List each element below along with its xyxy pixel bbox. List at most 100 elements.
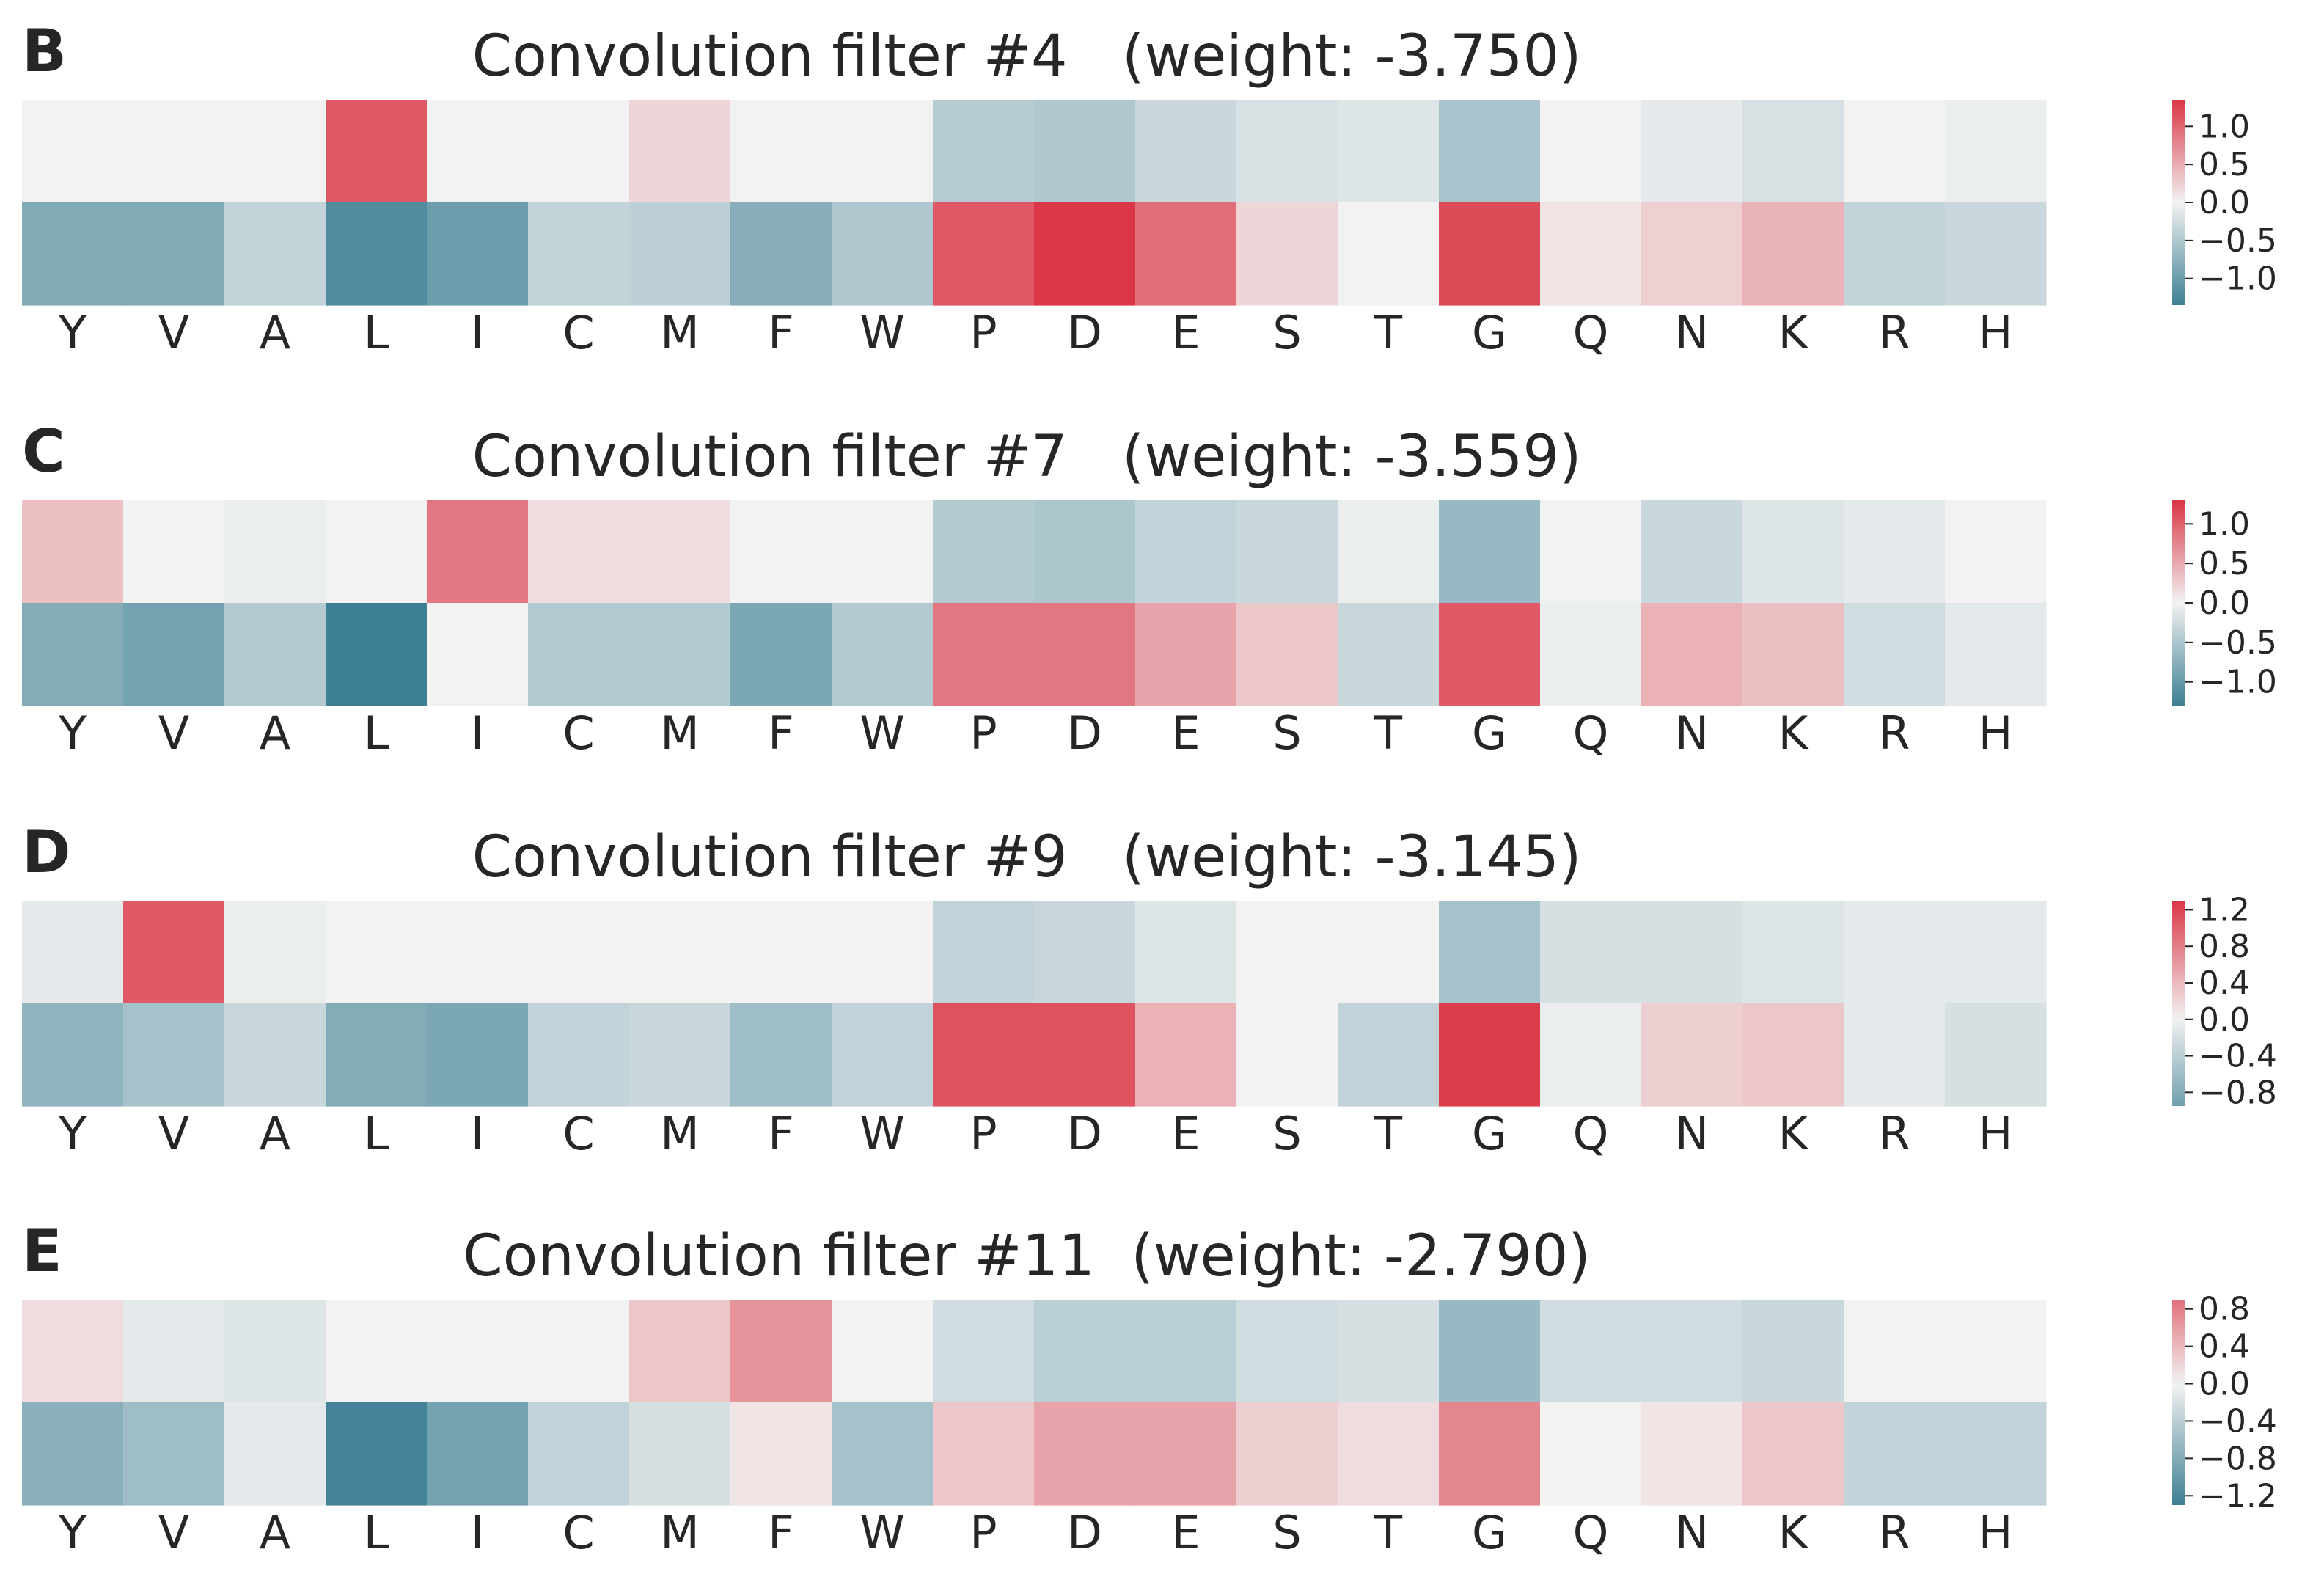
x-tick-label: R [1878,706,1910,760]
x-tick-label: P [969,706,997,760]
colorbar-tick-label: 0.5 [2199,146,2250,183]
heatmap-cell [1135,202,1237,306]
heatmap-cell [1641,100,1743,203]
heatmap-cell [1742,500,1844,604]
heatmap-cell [1742,1300,1844,1403]
x-tick-label: E [1171,306,1200,359]
heatmap-cell [224,603,326,706]
heatmap-cell [1540,100,1642,203]
heatmap-cell [326,1003,428,1107]
x-tick-label: G [1472,1107,1507,1160]
heatmap-cell [22,603,124,706]
heatmap-cell [528,1300,630,1403]
x-tick-label: F [768,706,794,760]
colorbar-tick-label: 1.0 [2199,505,2250,543]
heatmap-cell [1742,1402,1844,1506]
heatmap-cell [1236,1003,1338,1107]
heatmap-cell [832,1300,934,1403]
heatmap-cell [1236,1300,1338,1403]
x-tick-label: K [1778,1506,1809,1559]
heatmap-cell [832,100,934,203]
heatmap-cell [629,1003,731,1107]
x-tick-label: R [1878,306,1910,359]
heatmap-cell [1034,1402,1136,1506]
heatmap-cell [1742,1003,1844,1107]
x-tick-label: I [471,706,484,760]
colorbar-tick-label: 1.2 [2199,891,2250,929]
heatmap-cell [427,1402,529,1506]
x-tick-label: E [1171,1107,1200,1160]
heatmap-cell [528,1003,630,1107]
heatmap-cell [730,1003,832,1107]
x-tick-label: F [768,1107,794,1160]
x-tick-label: R [1878,1506,1910,1559]
heatmap-cell [427,100,529,203]
heatmap-cell [1844,1300,1946,1403]
heatmap-cell [1540,603,1642,706]
colorbar-tick-label: 0.0 [2199,184,2250,222]
heatmap-cell [1034,202,1136,306]
heatmap-cell [1641,1402,1743,1506]
heatmap-panel-e: E Convolution filter #11 (weight: -2.790… [0,1200,2324,1596]
heatmap-cell [123,1300,225,1403]
heatmap-cell [1945,500,2047,604]
x-tick-label: I [471,1506,484,1559]
x-tick-label: L [364,1107,389,1160]
heatmap-cell [326,603,428,706]
heatmap-cell [933,1402,1035,1506]
x-tick-label: D [1067,306,1102,359]
x-tick-label: M [660,306,700,359]
heatmap-cell [933,100,1035,203]
heatmap-cell [1945,202,2047,306]
heatmap-cell [629,603,731,706]
heatmap-cell [326,202,428,306]
colorbar-tick-label: 0.0 [2199,1001,2250,1039]
x-tick-label: C [562,306,594,359]
colorbar-tick-label: −0.4 [2199,1038,2277,1075]
heatmap-cell [326,500,428,604]
heatmap-cell [1236,1402,1338,1506]
heatmap-cell [1844,100,1946,203]
chart-title: Convolution filter #7 (weight: -3.559) [472,424,1582,490]
heatmap-cell [1236,100,1338,203]
x-tick-label: I [471,306,484,359]
heatmap-cell [22,1003,124,1107]
x-tick-label: V [158,1506,189,1559]
heatmap-cell [730,100,832,203]
heatmap-cell [1135,603,1237,706]
heatmap-svg: Y V A L I C M F W P D E S T G Q N K R H 1.00.50.0−0.5−1.0 [22,500,2277,760]
heatmap-cell [224,901,326,1004]
chart-title: Convolution filter #9 (weight: -3.145) [472,824,1582,890]
colorbar-tick-label: 0.8 [2199,928,2250,965]
heatmap-cell [832,1003,934,1107]
heatmap-cell [123,500,225,604]
x-tick-label: I [471,1107,484,1160]
x-tick-label: T [1374,706,1403,760]
colorbar-tick-label: −0.8 [2199,1440,2277,1477]
heatmap-cell [1945,1003,2047,1107]
colorbar-tick-label: −1.2 [2199,1477,2277,1515]
colorbar [2172,901,2185,1106]
heatmap-cell [730,1300,832,1403]
heatmap-cell [22,901,124,1004]
heatmap-cell [629,901,731,1004]
heatmap-cell [427,202,529,306]
x-tick-label: F [768,306,794,359]
x-tick-label: C [562,706,594,760]
heatmap-cell [528,500,630,604]
heatmap-cell [1540,500,1642,604]
chart-title: Convolution filter #11 (weight: -2.790) [463,1223,1591,1289]
colorbar-tick-label: −0.4 [2199,1402,2277,1440]
heatmap-cell [1641,1300,1743,1403]
heatmap-cell [427,500,529,604]
x-tick-label: T [1374,1107,1403,1160]
x-tick-label: P [969,1107,997,1160]
heatmap-cell [1844,500,1946,604]
heatmap-cell [123,202,225,306]
heatmap-cell [1034,100,1136,203]
colorbar-tick-label: 0.5 [2199,545,2250,582]
colorbar-tick-label: −0.8 [2199,1074,2277,1111]
heatmap-cell [1641,603,1743,706]
x-tick-label: V [158,306,189,359]
heatmap-cell [1641,202,1743,306]
